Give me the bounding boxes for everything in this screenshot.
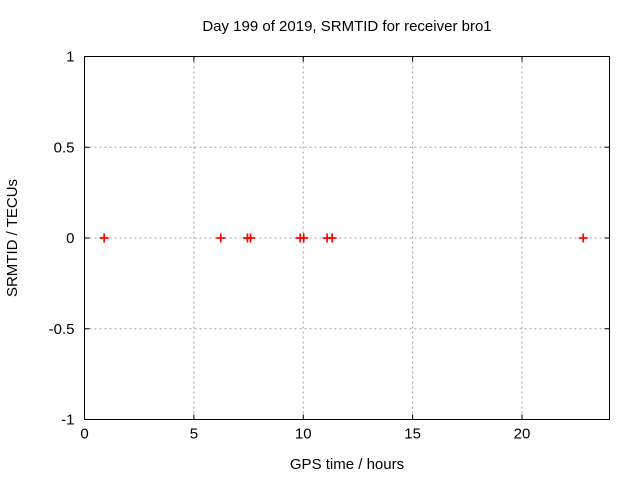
y-tick-label: 0.5 [54, 139, 75, 156]
data-point-marker [99, 233, 109, 243]
chart-title: Day 199 of 2019, SRMTID for receiver bro… [202, 18, 491, 35]
x-tick-label: 20 [514, 426, 531, 443]
y-axis-label: SRMTID / TECUs [4, 179, 21, 297]
data-point-marker [299, 233, 309, 243]
x-tick-label: 5 [190, 426, 198, 443]
y-tick-label: 0 [66, 230, 74, 247]
y-tick-label: 1 [66, 49, 74, 66]
y-tick-label: -0.5 [49, 321, 75, 338]
y-tick-label: -1 [61, 412, 74, 429]
data-points [99, 233, 588, 243]
data-point-marker [578, 233, 588, 243]
x-tick-label: 0 [80, 426, 88, 443]
x-tick-label: 10 [295, 426, 312, 443]
data-point-marker [327, 233, 337, 243]
tick-labels: 0 5 10 15 20 -1 -0.5 0 0.5 1 [49, 49, 531, 443]
plot-border [84, 56, 610, 420]
data-point-marker [246, 233, 256, 243]
data-point-marker [216, 233, 226, 243]
x-tick-label: 15 [404, 426, 421, 443]
x-axis-label: GPS time / hours [290, 456, 404, 473]
grid-lines [84, 56, 610, 420]
